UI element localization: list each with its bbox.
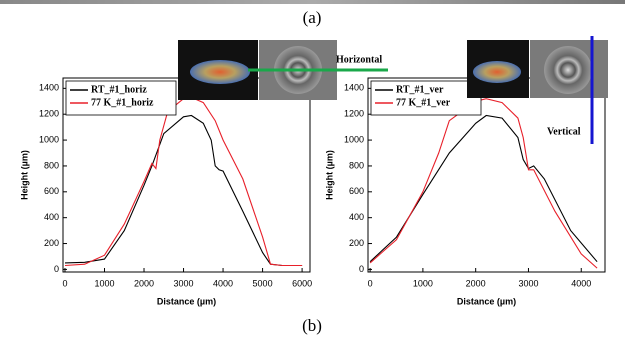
x-tick-label: 5000	[253, 278, 273, 288]
y-tick-label: 800	[44, 160, 59, 170]
legend-label: RT_#1_horiz	[91, 84, 147, 95]
y-tick-label: 400	[349, 212, 364, 222]
y-tick-label: 0	[54, 264, 59, 274]
y-tick-label: 1400	[39, 83, 59, 93]
x-tick-label: 2000	[134, 278, 154, 288]
y-tick-label: 1200	[344, 109, 364, 119]
caption: (b)	[302, 316, 322, 335]
image-strip	[0, 0, 625, 4]
annotation: Horizontal	[336, 54, 382, 65]
y-tick-label: 0	[359, 264, 364, 274]
data-line	[370, 116, 597, 262]
x-tick-label: 6000	[292, 278, 312, 288]
legend-label: 77 K_#1_horiz	[91, 97, 154, 108]
x-tick-label: 2000	[466, 278, 486, 288]
chart: 0 1000 2000 3000 4000 0 200 400 600 800 1000 1200 14…	[324, 78, 605, 306]
y-tick-label: 1400	[344, 83, 364, 93]
caption: (a)	[303, 8, 322, 27]
y-axis-label: Height (µm)	[324, 150, 334, 200]
x-tick-label: 0	[62, 278, 67, 288]
annotation: Vertical	[547, 126, 581, 137]
y-tick-label: 1200	[39, 109, 59, 119]
x-axis-label: Distance (µm)	[157, 296, 216, 306]
y-tick-label: 400	[44, 212, 59, 222]
y-tick-label: 600	[349, 186, 364, 196]
chart: 0 1000 2000 3000 4000 5000 6000 0 200 400 600 800 10…	[19, 78, 312, 306]
x-tick-label: 0	[368, 278, 373, 288]
x-tick-label: 3000	[518, 278, 538, 288]
inset-right	[467, 36, 608, 144]
x-tick-label: 1000	[94, 278, 114, 288]
figure: (a) (b) 01000200030004000500060000200400…	[0, 0, 625, 345]
y-axis-label: Height (µm)	[19, 150, 29, 200]
data-line	[65, 97, 302, 265]
y-tick-label: 200	[349, 238, 364, 248]
x-tick-label: 1000	[413, 278, 433, 288]
data-line	[65, 116, 302, 266]
y-tick-label: 1000	[344, 134, 364, 144]
legend-label: 77 K_#1_ver	[396, 97, 451, 108]
y-tick-label: 800	[349, 160, 364, 170]
x-tick-label: 4000	[571, 278, 591, 288]
x-tick-label: 3000	[174, 278, 194, 288]
y-tick-label: 200	[44, 238, 59, 248]
data-line	[370, 99, 597, 268]
y-tick-label: 600	[44, 186, 59, 196]
legend-label: RT_#1_ver	[396, 84, 444, 95]
y-tick-label: 1000	[39, 134, 59, 144]
x-tick-label: 4000	[213, 278, 233, 288]
x-axis-label: Distance (µm)	[457, 296, 516, 306]
